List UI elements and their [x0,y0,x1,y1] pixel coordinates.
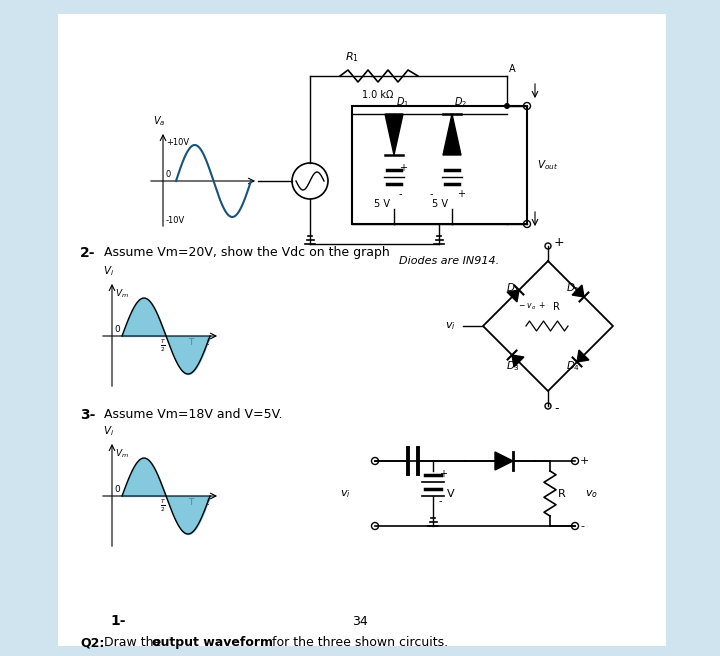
Text: Draw the: Draw the [104,636,166,649]
Text: t: t [205,338,209,347]
Polygon shape [385,114,403,155]
Text: -: - [430,189,433,199]
Text: -: - [399,189,402,199]
Text: 34: 34 [352,615,368,628]
Polygon shape [507,290,519,302]
Text: 2-: 2- [80,246,96,260]
Text: 0: 0 [165,170,170,179]
Text: -: - [580,521,584,531]
Text: R: R [553,302,560,312]
Text: +10V: +10V [166,138,189,147]
Circle shape [504,103,510,109]
Text: 3-: 3- [80,408,95,422]
Text: $R_1$: $R_1$ [345,51,359,64]
Text: -10V: -10V [166,216,185,225]
Text: $v_i$: $v_i$ [340,488,351,500]
Text: $\frac{T}{2}$: $\frac{T}{2}$ [160,338,166,354]
Text: output waveform: output waveform [152,636,273,649]
Text: $D_2$: $D_2$ [566,281,580,295]
Text: $V_i$: $V_i$ [103,424,114,438]
Text: $V_{out}$: $V_{out}$ [537,158,558,172]
Text: +: + [554,237,564,249]
Polygon shape [577,350,589,362]
Polygon shape [443,114,461,155]
Text: Diodes are IN914.: Diodes are IN914. [399,256,499,266]
Text: 0: 0 [114,325,120,334]
Bar [352,106,527,224]
Text: 0: 0 [114,485,120,494]
Text: Assume Vm=18V and V=5V.: Assume Vm=18V and V=5V. [100,408,282,421]
Text: $\frac{T}{2}$: $\frac{T}{2}$ [160,498,166,514]
Text: $V_a$: $V_a$ [153,114,166,128]
Text: $v_o$: $v_o$ [585,488,598,500]
Text: $D_3$: $D_3$ [506,359,520,373]
Text: 5 V: 5 V [432,199,448,209]
Text: Q2:: Q2: [80,636,104,649]
Text: +: + [439,469,447,479]
Text: +: + [580,456,590,466]
Polygon shape [572,285,584,297]
Text: +: + [399,163,407,173]
Text: $v_i$: $v_i$ [445,320,456,332]
Text: T: T [188,498,194,507]
Text: T: T [188,338,194,347]
Text: $-\ v_o\ +$: $-\ v_o\ +$ [518,300,546,312]
Text: 1.0 kΩ: 1.0 kΩ [362,90,393,100]
Text: +: + [457,189,465,199]
Text: A: A [509,64,516,74]
Text: $D_2$: $D_2$ [454,95,467,109]
Text: t: t [205,498,209,507]
Text: -: - [554,403,559,415]
Text: R: R [558,489,566,499]
Text: $V_m$: $V_m$ [115,288,129,300]
Polygon shape [512,355,524,367]
FancyBboxPatch shape [58,14,666,646]
Text: 1-: 1- [110,614,125,628]
Text: for the three shown circuits.: for the three shown circuits. [268,636,448,649]
Text: $V_m$: $V_m$ [115,448,129,461]
Text: $D_1$: $D_1$ [396,95,409,109]
Text: $D_1$: $D_1$ [506,281,520,295]
Text: V: V [447,489,454,499]
Text: $V_i$: $V_i$ [103,264,114,278]
Text: -: - [439,496,443,506]
Text: 5 V: 5 V [374,199,390,209]
Text: $D_4$: $D_4$ [566,359,580,373]
Text: Assume Vm=20V, show the Vdc on the graph: Assume Vm=20V, show the Vdc on the graph [100,246,390,259]
Polygon shape [495,452,513,470]
